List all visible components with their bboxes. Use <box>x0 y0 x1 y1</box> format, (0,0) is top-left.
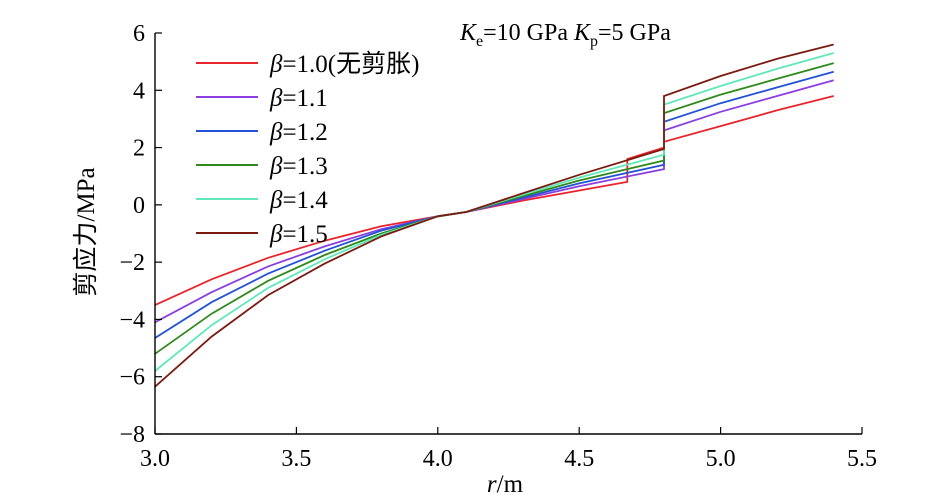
series-group <box>154 43 834 388</box>
x-ticks: 3.0 3.5 4.0 4.5 5.0 5.5 <box>140 427 877 472</box>
y-tick-label: 6 <box>133 21 145 47</box>
annotation-k2: K <box>573 20 592 46</box>
x-tick-label: 3.0 <box>140 446 170 472</box>
y-ticks: −8 −6 −4 −2 0 2 4 6 <box>119 21 162 448</box>
series-line-1 <box>154 95 834 306</box>
parameter-annotation: Ke=10 GPa Kp=5 GPa <box>459 20 671 50</box>
legend-label-1: β=1.0(无剪胀) <box>269 50 419 78</box>
y-tick-label: 0 <box>133 193 145 219</box>
y-tick-label: −8 <box>119 422 145 448</box>
annotation-k1-val: =10 GPa <box>483 20 574 46</box>
x-tick-label: 3.5 <box>281 446 311 472</box>
x-axis-label: r/m <box>487 471 524 498</box>
y-tick-label: −4 <box>119 307 145 333</box>
annotation-k2-val: =5 GPa <box>598 20 671 46</box>
series-line-4 <box>154 62 834 355</box>
legend-label-4: β=1.3 <box>269 153 328 180</box>
y-axis-label: 剪应力/MPa <box>72 167 100 296</box>
x-tick-label: 4.5 <box>564 446 594 472</box>
legend-label-3: β=1.2 <box>269 119 328 146</box>
plot-area: 3.0 3.5 4.0 4.5 5.0 5.5 −8 −6 −4 −2 0 2 4 6 <box>119 21 877 472</box>
legend: β=1.0(无剪胀) β=1.1 β=1.2 β=1.3 β=1.4 β=1.5 <box>196 50 419 248</box>
legend-label-5: β=1.4 <box>269 187 328 214</box>
legend-label-6: β=1.5 <box>269 221 328 248</box>
y-tick-label: 4 <box>133 78 145 104</box>
annotation-k1: K <box>459 20 478 46</box>
x-tick-label: 5.5 <box>847 446 877 472</box>
x-tick-label: 5.0 <box>706 446 736 472</box>
y-tick-label: −6 <box>119 365 145 391</box>
y-tick-label: −2 <box>119 250 145 276</box>
series-line-6 <box>154 43 834 388</box>
legend-label-2: β=1.1 <box>269 85 328 112</box>
x-tick-label: 4.0 <box>423 446 453 472</box>
annotation-k1-sub: e <box>476 33 483 50</box>
y-tick-label: 2 <box>133 136 145 162</box>
series-line-2 <box>154 79 834 324</box>
annotation-k2-sub: p <box>590 33 598 50</box>
